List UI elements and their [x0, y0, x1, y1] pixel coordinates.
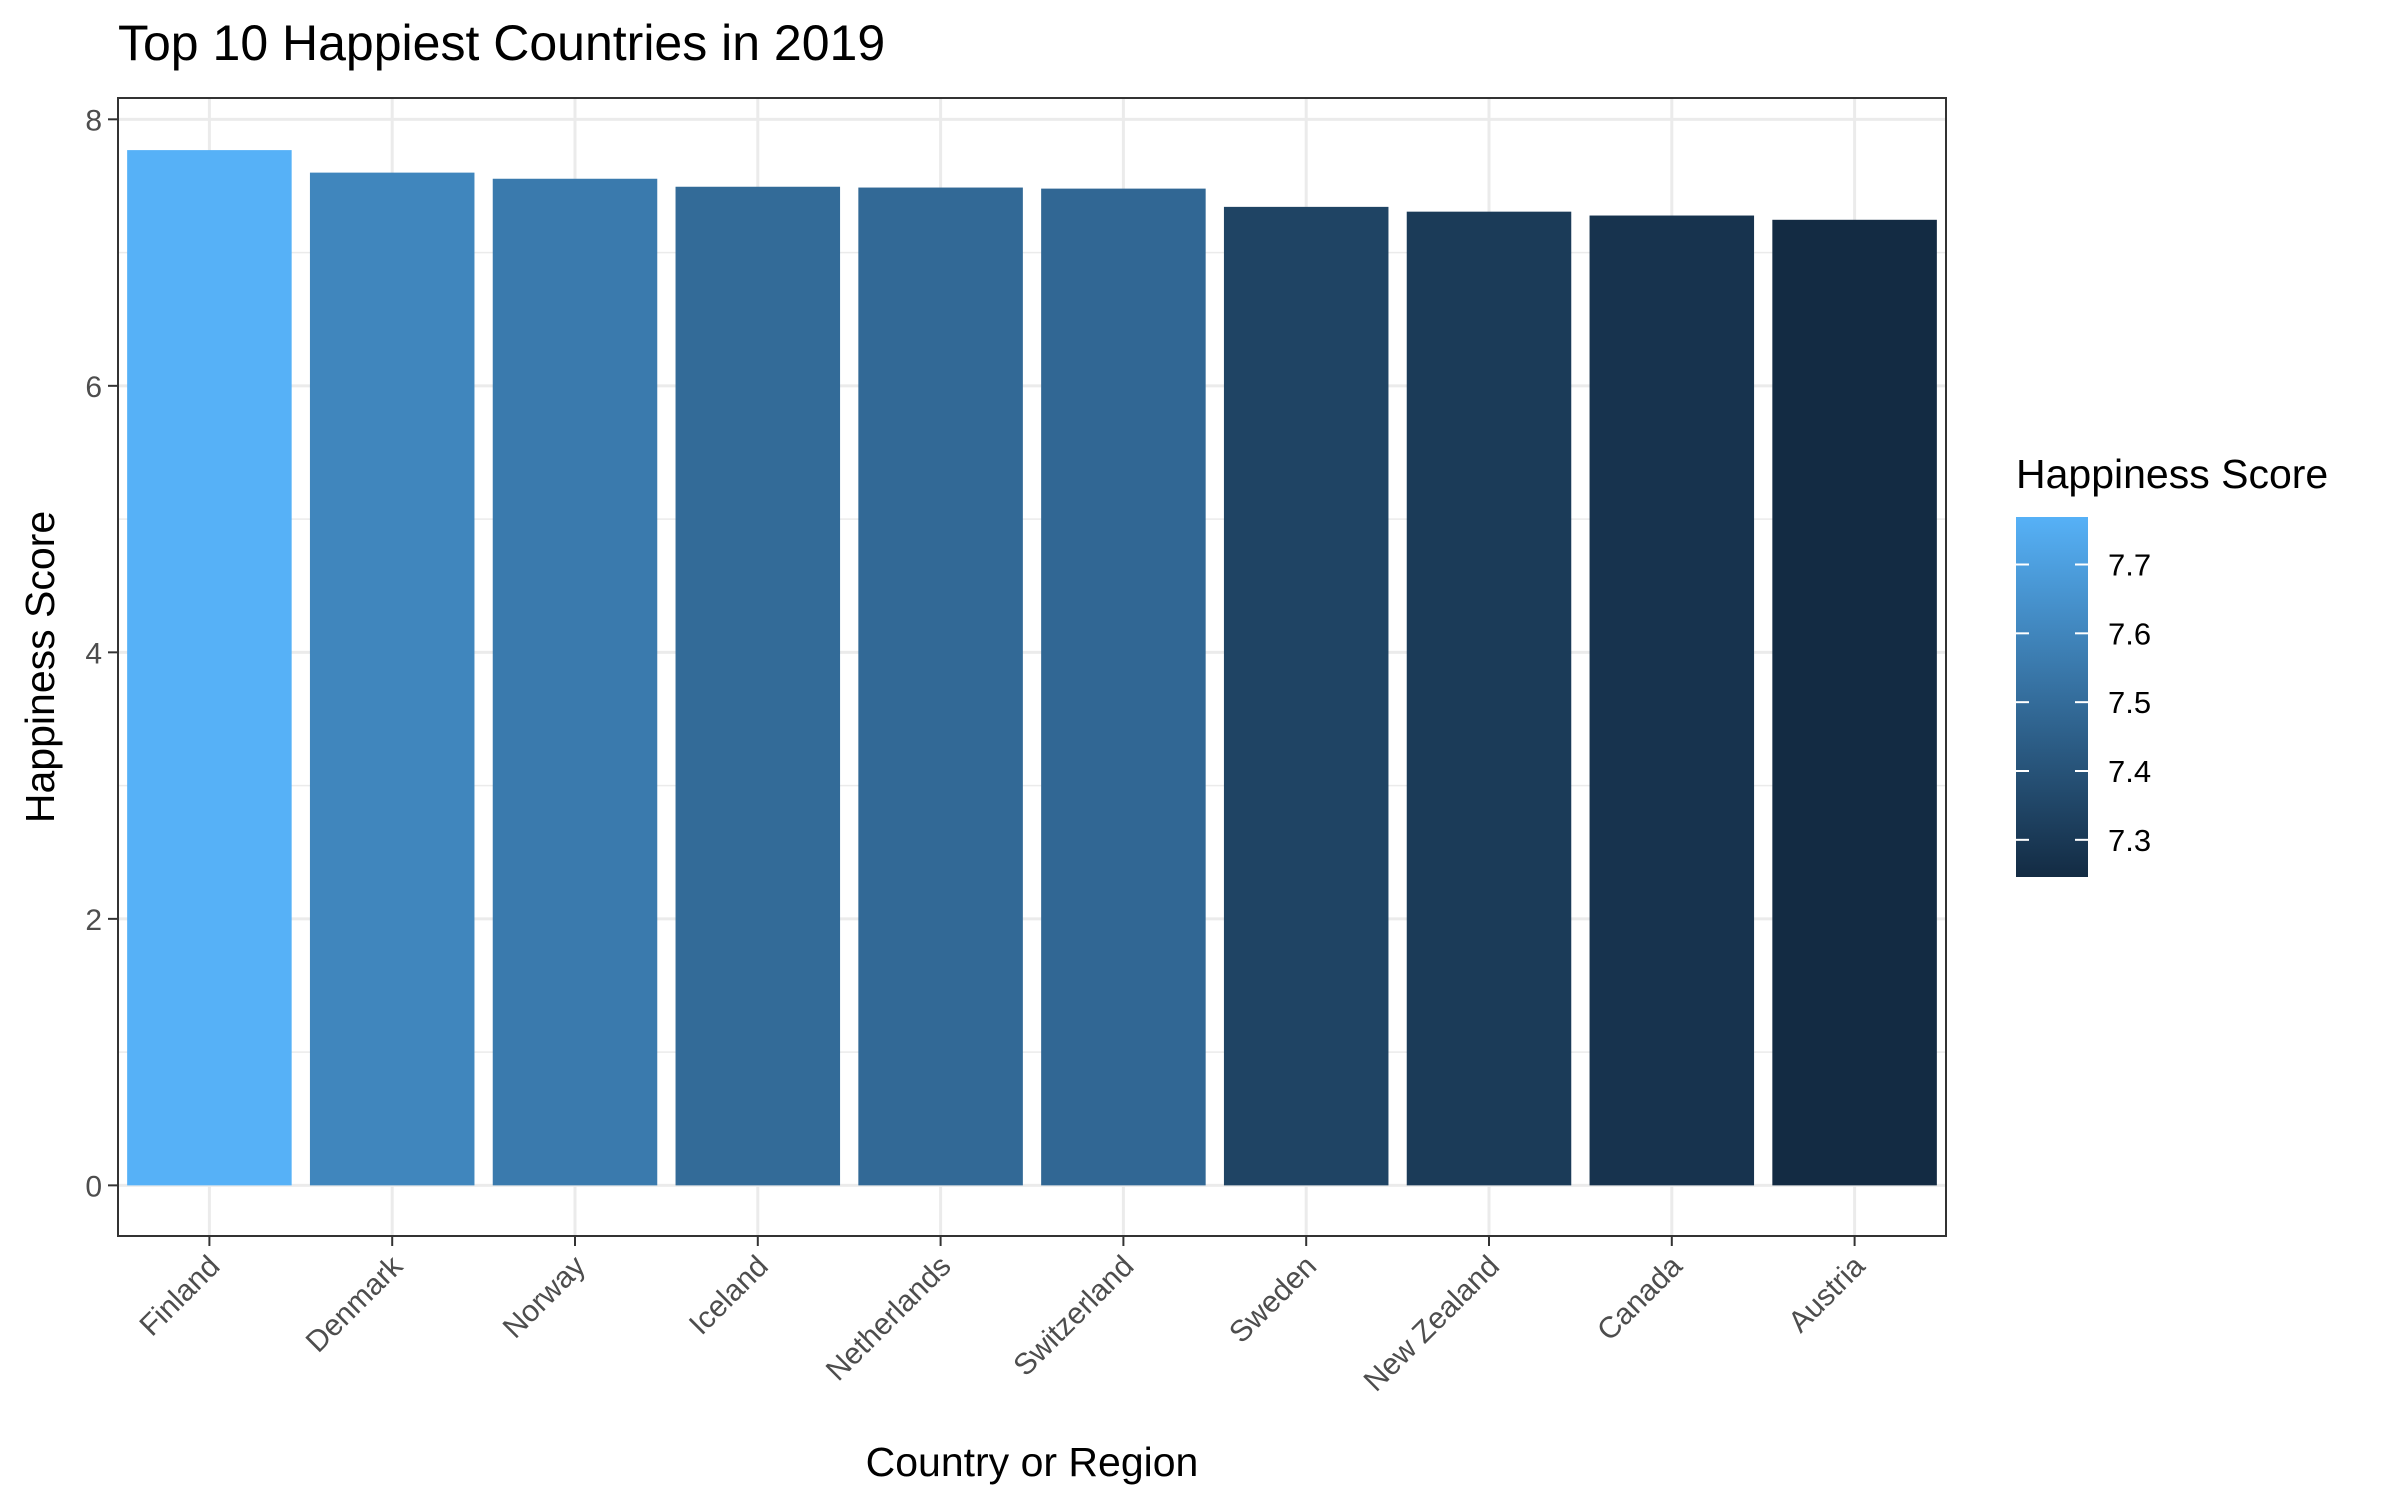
legend-colorbar: [2016, 517, 2088, 877]
legend-tick-label: 7.7: [2108, 547, 2151, 582]
x-tick-label: Iceland: [683, 1250, 775, 1342]
x-tick-label: Norway: [497, 1250, 592, 1345]
legend-tick-label: 7.3: [2108, 823, 2151, 858]
x-axis: Finland Denmark Norway Iceland Netherlands Sw…: [133, 1236, 1872, 1398]
bar: [1589, 215, 1755, 1186]
x-tick-label: Denmark: [300, 1249, 410, 1359]
plot-border: [117, 97, 1947, 1237]
bar: [492, 178, 658, 1186]
x-tick-label: Canada: [1591, 1249, 1689, 1347]
x-tick-label: Finland: [133, 1250, 226, 1343]
x-tick-label: Sweden: [1223, 1250, 1323, 1350]
bar: [1041, 188, 1206, 1186]
y-tick-label: 0: [85, 1170, 102, 1203]
y-tick-label: 8: [85, 104, 102, 137]
y-axis-title: Happiness Score: [17, 511, 63, 823]
x-tick-label: New Zealand: [1358, 1250, 1506, 1398]
legend: Happiness Score 7.7 7.6 7.5 7.4 7.3: [2016, 451, 2328, 877]
x-tick-label: Netherlands: [820, 1250, 958, 1388]
y-tick-label: 4: [85, 637, 102, 670]
legend-tick-label: 7.6: [2108, 616, 2151, 651]
x-tick-label: Switzerland: [1007, 1250, 1140, 1383]
legend-tick-label: 7.4: [2108, 754, 2151, 789]
bar: [309, 172, 475, 1186]
bar: [1406, 211, 1572, 1186]
legend-title: Happiness Score: [2016, 451, 2328, 497]
y-tick-label: 2: [85, 904, 102, 937]
x-tick-label: Austria: [1782, 1249, 1872, 1339]
y-axis: 0 2 4 6 8: [85, 104, 118, 1203]
chart-title: Top 10 Happiest Countries in 2019: [118, 15, 885, 71]
bar: [127, 150, 292, 1186]
bar: [858, 187, 1023, 1186]
bar: [1772, 219, 1937, 1186]
legend-tick-label: 7.5: [2108, 685, 2151, 720]
x-axis-title: Country or Region: [866, 1439, 1199, 1485]
bars: [127, 150, 1937, 1186]
y-tick-label: 6: [85, 371, 102, 404]
bar: [675, 186, 841, 1186]
bar: [1223, 206, 1389, 1186]
